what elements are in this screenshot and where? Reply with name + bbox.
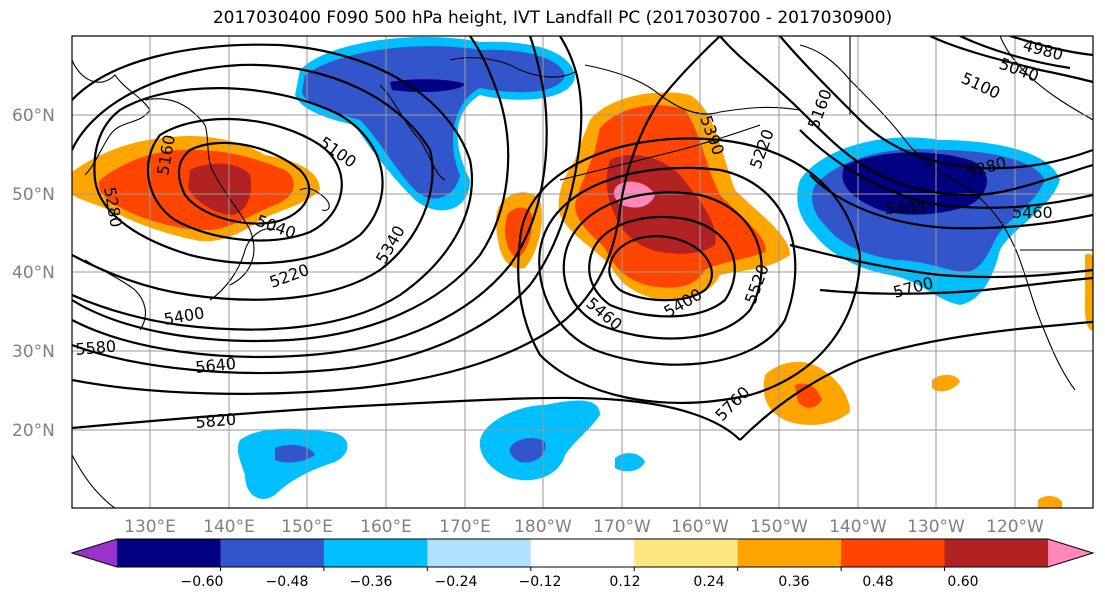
colorbar-segment <box>427 539 532 567</box>
colorbar-segment <box>220 539 325 567</box>
colorbar-tick-label: 0.60 <box>947 574 978 590</box>
colorbar-extension-min <box>72 539 117 567</box>
contour-label: 5640 <box>194 354 236 377</box>
map-content: 5160 5280 5040 5100 5220 5340 5400 5580 … <box>72 36 1093 508</box>
lon-label: 120°W <box>986 517 1044 537</box>
colorbar-tick-label: 0.12 <box>609 574 640 590</box>
lon-label: 140°E <box>203 517 255 537</box>
lon-label: 160°E <box>360 517 412 537</box>
lon-label: 180°W <box>514 517 572 537</box>
colorbar-segment <box>944 539 1049 567</box>
lat-label-20n: 20°N <box>12 421 55 441</box>
colorbar-tick-label: 0.48 <box>862 574 893 590</box>
lon-label: 130°W <box>907 517 965 537</box>
colorbar-segment <box>530 539 635 567</box>
lon-label: 150°E <box>281 517 333 537</box>
colorbar-ticks <box>219 567 946 571</box>
lat-label-30n: 30°N <box>12 342 55 362</box>
contour-label: 5460 <box>1012 203 1053 222</box>
colorbar-tick-label: −0.24 <box>435 574 478 590</box>
map-title: 2017030400 F090 500 hPa height, IVT Land… <box>212 8 893 28</box>
lon-label: 170°E <box>439 517 491 537</box>
height-contours <box>72 36 1093 441</box>
latitude-labels: 60°N 50°N 40°N 30°N 20°N <box>12 106 55 441</box>
map-frame <box>71 35 1094 509</box>
colorbar-tick-label: −0.12 <box>519 574 562 590</box>
colorbar-tick-label: −0.48 <box>266 574 309 590</box>
colorbar-outline <box>70 538 1095 568</box>
colorbar-extension-max <box>1048 539 1093 567</box>
colorbar-segments <box>72 539 1093 567</box>
colorbar-segment <box>841 539 946 567</box>
longitude-labels: 130°E 140°E 150°E 160°E 170°E 180°W 170°… <box>124 517 1044 537</box>
colorbar-tick-label: 0.36 <box>778 574 809 590</box>
contour-label: 5400 <box>885 199 926 218</box>
lat-label-60n: 60°N <box>12 106 55 126</box>
shaded-field <box>72 37 1093 508</box>
colorbar: −0.60 −0.48 −0.36 −0.24 −0.12 0.12 0.24 … <box>70 538 1095 590</box>
lon-label: 130°E <box>124 517 176 537</box>
colorbar-tick-label: 0.24 <box>693 574 724 590</box>
lat-label-50n: 50°N <box>12 185 55 205</box>
contour-label: 5580 <box>75 337 117 359</box>
lon-label: 160°W <box>671 517 729 537</box>
colorbar-tick-label: −0.60 <box>181 574 224 590</box>
lon-label: 140°W <box>829 517 887 537</box>
lon-label: 170°W <box>593 517 651 537</box>
contour-label: 5820 <box>195 410 237 432</box>
lon-label: 150°W <box>750 517 808 537</box>
lat-label-40n: 40°N <box>12 263 55 283</box>
colorbar-tick-label: −0.36 <box>350 574 393 590</box>
colorbar-segment <box>737 539 842 567</box>
colorbar-segment <box>634 539 739 567</box>
colorbar-segment <box>323 539 428 567</box>
colorbar-segment <box>117 539 221 567</box>
